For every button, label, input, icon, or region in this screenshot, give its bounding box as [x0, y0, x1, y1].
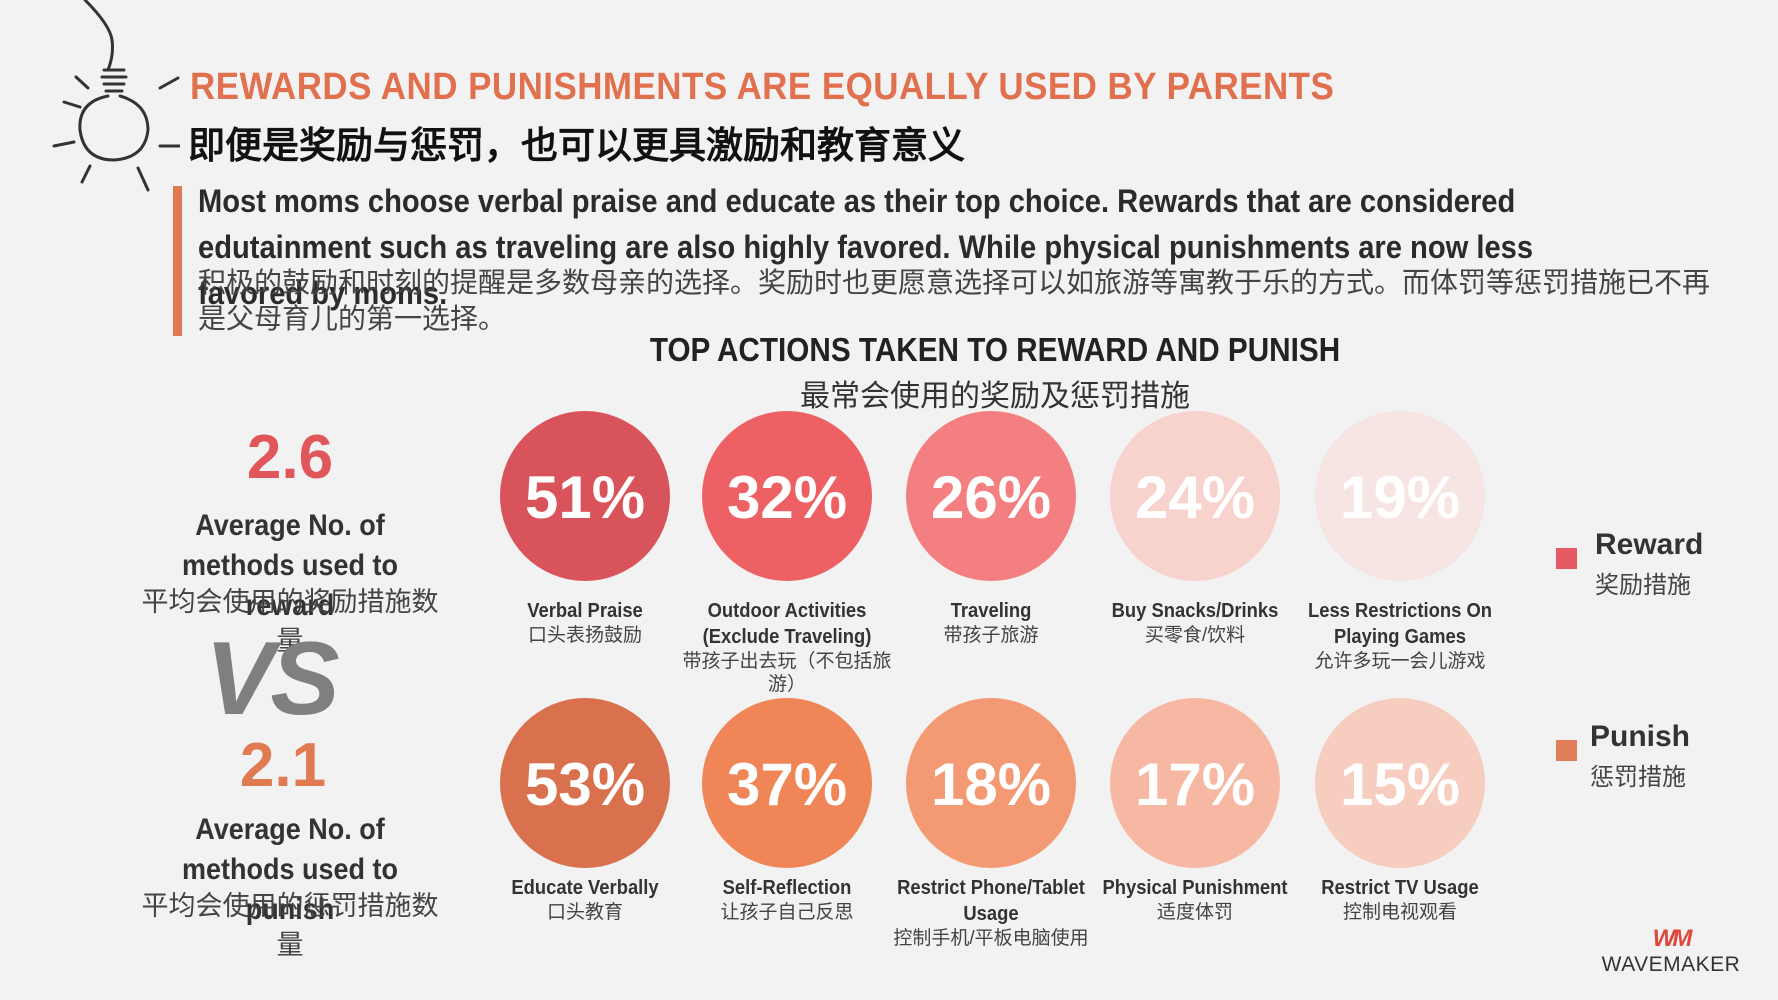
bubble-reward-1 — [500, 411, 670, 581]
logo-mark: WM — [1652, 925, 1693, 952]
chart-title: TOP ACTIONS TAKEN TO REWARD AND PUNISH — [649, 331, 1341, 368]
item-label-en: Self-Reflection — [722, 877, 852, 899]
item-label-cn: 允许多玩一会儿游戏 — [1314, 651, 1486, 672]
vs-label: VS — [205, 621, 340, 737]
item-label-cn: 买零食/饮料 — [1144, 625, 1246, 646]
item-label-reward-3: Traveling 带孩子旅游 — [886, 598, 1096, 647]
summary-text-cn: 积极的鼓励和时刻的提醒是多数母亲的选择。奖励时也更愿意选择可以如旅游等寓教于乐的… — [198, 267, 1711, 334]
item-label-punish-1: Educate Verbally 口头教育 — [480, 875, 690, 924]
legend-reward-label: Reward — [1595, 528, 1704, 561]
item-label-punish-4: Physical Punishment 适度体罚 — [1090, 875, 1300, 924]
bubble-reward-5 — [1315, 411, 1485, 581]
item-label-en: Verbal Praise — [527, 600, 643, 622]
page-subtitle: 即便是奖励与惩罚，也可以更具激励和教育意义 — [188, 125, 965, 166]
lightbulb-icon — [52, 0, 180, 192]
item-label-cn: 让孩子自己反思 — [720, 902, 854, 923]
bubble-value-reward-3: 26% — [931, 464, 1051, 531]
item-label-reward-1: Verbal Praise 口头表扬鼓励 — [480, 598, 690, 647]
item-label-cn: 适度体罚 — [1156, 902, 1233, 923]
bubble-value-reward-4: 24% — [1135, 464, 1255, 531]
wavemaker-logo: WM WAVEMAKER — [1598, 925, 1744, 977]
bubble-punish-4 — [1110, 698, 1280, 868]
reward-average-value: 2.6 — [246, 423, 334, 492]
item-label-en: Physical Punishment — [1102, 877, 1288, 899]
punish-average-value: 2.1 — [239, 731, 327, 800]
legend-reward-label-cn: 奖励措施 — [1595, 572, 1691, 599]
item-label-cn: 控制电视观看 — [1342, 902, 1457, 923]
item-label-cn: 口头教育 — [546, 902, 623, 923]
item-label-cn: 控制手机/平板电脑使用 — [893, 928, 1089, 949]
item-label-en: Buy Snacks/Drinks — [1111, 600, 1279, 622]
bubble-value-reward-5: 19% — [1340, 464, 1460, 531]
item-label-reward-2: Outdoor Activities (Exclude Traveling) 带孩… — [682, 598, 892, 696]
bubble-value-punish-4: 17% — [1135, 751, 1255, 818]
legend-punish-label: Punish — [1590, 720, 1691, 753]
logo-text: WAVEMAKER — [1601, 953, 1741, 976]
item-label-cn: 口头表扬鼓励 — [527, 625, 642, 646]
item-label-punish-3: Restrict Phone/Tablet Usage 控制手机/平板电脑使用 — [886, 875, 1096, 950]
reward-average-label-en: Average No. of methods used to reward — [181, 509, 398, 622]
item-label-en: Less Restrictions On Playing Games — [1307, 600, 1493, 648]
bubble-value-punish-2: 37% — [727, 751, 847, 818]
item-label-cn: 带孩子旅游 — [943, 625, 1039, 646]
bubble-punish-1 — [500, 698, 670, 868]
summary-text-en: Most moms choose verbal praise and educa… — [198, 183, 1534, 311]
legend-punish-swatch — [1556, 740, 1577, 761]
punish-average-label-en: Average No. of methods used to punish — [181, 813, 398, 926]
bubble-reward-3 — [906, 411, 1076, 581]
bubble-value-punish-3: 18% — [931, 751, 1051, 818]
item-label-en: Outdoor Activities (Exclude Traveling) — [702, 600, 872, 648]
chart-subtitle: 最常会使用的奖励及惩罚措施 — [800, 380, 1190, 413]
bubble-punish-2 — [702, 698, 872, 868]
legend-punish-label-cn: 惩罚措施 — [1590, 764, 1686, 791]
item-label-en: Educate Verbally — [511, 877, 659, 899]
accent-bar — [173, 186, 182, 336]
bubble-reward-2 — [702, 411, 872, 581]
item-label-punish-2: Self-Reflection 让孩子自己反思 — [682, 875, 892, 924]
item-label-punish-5: Restrict TV Usage 控制电视观看 — [1295, 875, 1505, 924]
item-label-en: Restrict Phone/Tablet Usage — [897, 877, 1085, 925]
bubble-punish-3 — [906, 698, 1076, 868]
bubble-value-punish-5: 15% — [1340, 751, 1460, 818]
punish-average-label-cn: 平均会使用的惩罚措施数量 — [141, 891, 439, 960]
bubble-punish-5 — [1315, 698, 1485, 868]
item-label-reward-5: Less Restrictions On Playing Games 允许多玩一会… — [1295, 598, 1505, 673]
item-label-en: Restrict TV Usage — [1321, 877, 1479, 899]
reward-average-label-cn: 平均会使用的奖励措施数量 — [141, 587, 439, 656]
bubble-value-reward-2: 32% — [727, 464, 847, 531]
item-label-reward-4: Buy Snacks/Drinks 买零食/饮料 — [1090, 598, 1300, 647]
bubble-reward-4 — [1110, 411, 1280, 581]
bubble-value-reward-1: 51% — [525, 464, 645, 531]
bubble-value-punish-1: 53% — [525, 751, 645, 818]
item-label-cn: 带孩子出去玩（不包括旅游） — [682, 651, 892, 695]
legend-reward-swatch — [1556, 548, 1577, 569]
item-label-en: Traveling — [950, 600, 1032, 622]
page-title: REWARDS AND PUNISHMENTS ARE EQUALLY USED… — [190, 66, 1335, 108]
